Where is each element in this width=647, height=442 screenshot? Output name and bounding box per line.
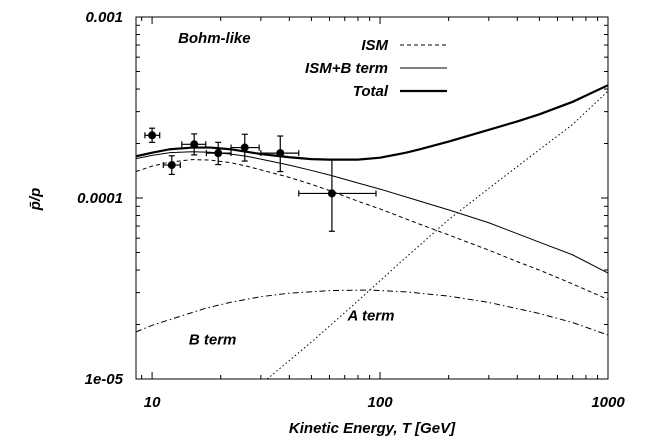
- legend-label: ISM+B term: [305, 60, 388, 77]
- series-layer: [136, 84, 608, 379]
- annotation: B term: [189, 332, 237, 349]
- y-tick-label: 0.0001: [77, 190, 123, 207]
- legend-label: Total: [353, 83, 389, 100]
- points-layer: [144, 127, 377, 232]
- data-point: [240, 143, 249, 152]
- y-tick-label: 1e-05: [85, 371, 124, 388]
- data-point: [190, 140, 199, 149]
- annotations-layer: Bohm-like B term A term: [178, 30, 394, 349]
- series-line-a-term: [266, 90, 608, 379]
- legend-label: ISM: [361, 37, 388, 54]
- x-axis-label: Kinetic Energy, T [GeV]: [289, 420, 456, 437]
- data-point: [327, 189, 336, 198]
- data-point: [276, 149, 285, 158]
- y-tick-label: 0.001: [85, 9, 123, 26]
- y-axis-label: p̄/p: [27, 188, 44, 212]
- annotation: A term: [347, 308, 395, 325]
- annotation: Bohm-like: [178, 30, 251, 47]
- x-tick-label: 1000: [591, 394, 625, 411]
- ticks-layer: 10 100 1000 1e-05 0.0001 0.001: [77, 9, 625, 411]
- data-point: [214, 149, 223, 158]
- legend: ISM ISM+B term Total: [305, 37, 447, 100]
- series-line-total: [136, 84, 608, 161]
- x-tick-label: 10: [144, 394, 161, 411]
- series-line-b-term: [136, 289, 608, 336]
- series-line-ism: [136, 159, 608, 300]
- x-tick-label: 100: [368, 394, 394, 411]
- data-point: [148, 131, 157, 140]
- data-point: [167, 161, 176, 170]
- series-line-ism-b-term: [136, 151, 608, 274]
